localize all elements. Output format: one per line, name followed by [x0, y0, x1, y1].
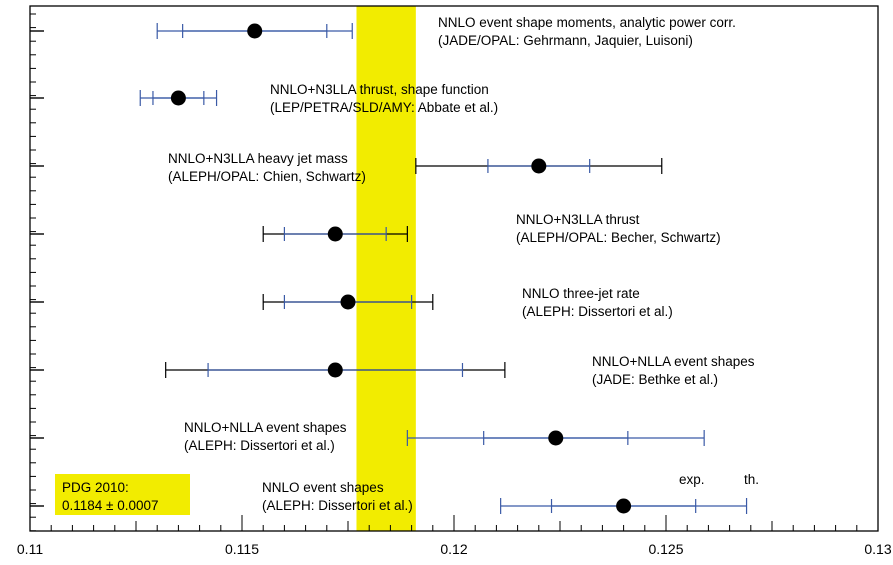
measurement-label-line2: (JADE: Bethke et al.) — [592, 372, 718, 387]
central-value-marker — [327, 226, 343, 242]
legend-th-label: th. — [744, 472, 759, 487]
x-axis-ticks: 0.11 0.115 0.12 0.125 0.13 — [17, 515, 892, 557]
measurement-label-line2: (ALEPH/OPAL: Chien, Schwartz) — [168, 169, 366, 184]
pdg-box-line2: 0.1184 ± 0.0007 — [62, 498, 159, 513]
measurement-1 — [156, 23, 353, 39]
measurement-2 — [139, 90, 218, 106]
measurement-label-line1: NNLO event shape moments, analytic power… — [438, 15, 736, 30]
world-average-band — [356, 6, 416, 531]
measurement-label-line2: (ALEPH: Dissertori et al.) — [522, 304, 673, 319]
measurement-label-line1: NNLO+NLLA event shapes — [184, 420, 347, 435]
measurement-3 — [415, 158, 663, 174]
y-axis-ticks — [30, 13, 44, 532]
central-value-marker — [170, 90, 186, 106]
x-tick-label: 0.13 — [864, 541, 891, 557]
measurement-label-line2: (ALEPH: Dissertori et al.) — [184, 438, 335, 453]
x-tick-label: 0.11 — [17, 541, 43, 557]
measurement-label-line1: NNLO+N3LLA heavy jet mass — [168, 151, 348, 166]
measurement-7 — [406, 430, 705, 446]
measurement-label-line1: NNLO+N3LLA thrust — [516, 212, 640, 227]
measurement-8 — [500, 498, 748, 514]
central-value-marker — [247, 23, 263, 39]
legend-exp-label: exp. — [679, 472, 705, 487]
central-value-marker — [616, 498, 632, 514]
x-tick-label: 0.12 — [440, 541, 467, 557]
measurement-4 — [262, 226, 408, 242]
measurement-label-line1: NNLO event shapes — [262, 480, 384, 495]
central-value-marker — [327, 362, 343, 378]
pdg-box-line1: PDG 2010: — [62, 480, 129, 495]
central-value-marker — [531, 158, 547, 174]
measurement-label-line2: (ALEPH: Dissertori et al.) — [262, 498, 413, 513]
pdg-box: PDG 2010: 0.1184 ± 0.0007 — [55, 474, 190, 515]
measurement-label-line2: (LEP/PETRA/SLD/AMY: Abbate et al.) — [270, 100, 498, 115]
measurement-5 — [262, 294, 434, 310]
measurement-label-line2: (JADE/OPAL: Gehrmann, Jaquier, Luisoni) — [438, 33, 693, 48]
measurement-label-line1: NNLO+NLLA event shapes — [592, 354, 755, 369]
central-value-marker — [340, 294, 356, 310]
measurement-labels: NNLO event shape moments, analytic power… — [168, 15, 755, 513]
plot-frame — [29, 5, 879, 532]
measurement-label-line2: (ALEPH/OPAL: Becher, Schwartz) — [516, 230, 721, 245]
measurement-6 — [165, 362, 506, 378]
measurement-label-line1: NNLO+N3LLA thrust, shape function — [270, 82, 489, 97]
measurement-label-line1: NNLO three-jet rate — [522, 286, 640, 301]
pdg-box-background — [55, 474, 190, 515]
central-value-marker — [548, 430, 564, 446]
x-tick-label: 0.115 — [225, 541, 259, 557]
measurements — [139, 23, 748, 514]
x-tick-label: 0.125 — [648, 541, 683, 557]
